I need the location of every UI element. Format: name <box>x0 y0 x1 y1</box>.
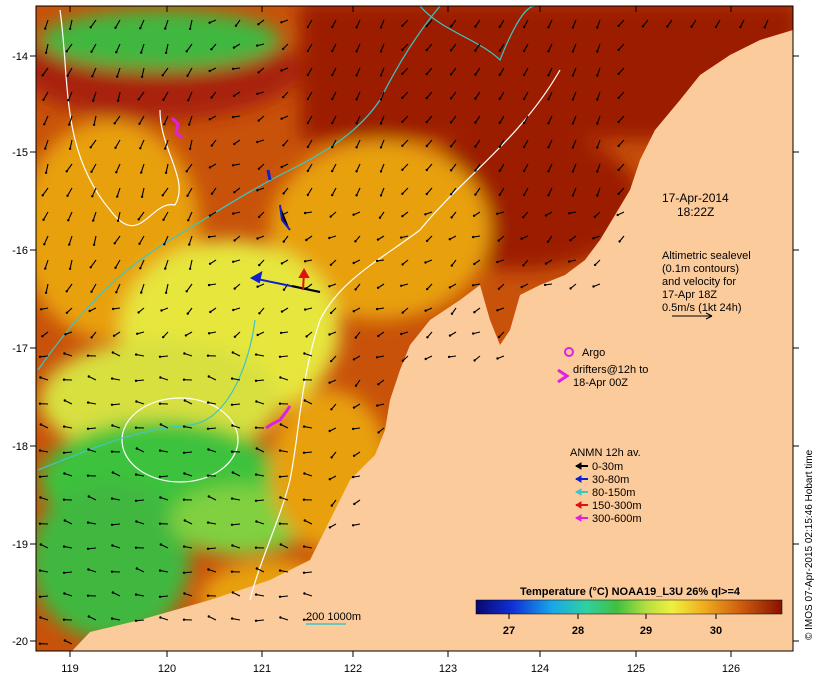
anmn-legend: ANMN 12h av. 0-30m30-80m80-150m150-300m3… <box>570 447 642 525</box>
lon-tick-label: 124 <box>531 663 549 675</box>
anmn-legend-item: 80-150m <box>575 487 635 499</box>
lon-tick-label: 126 <box>722 663 740 675</box>
argo-marker-icon <box>564 347 574 357</box>
colorbar-tick-label: 27 <box>503 625 515 637</box>
mooring-arrows <box>249 267 321 293</box>
drifters-legend: drifters@12h to 18-Apr 00Z <box>557 364 648 389</box>
svg-text:17-Apr 18Z: 17-Apr 18Z <box>662 289 717 301</box>
anmn-legend-item: 300-600m <box>575 513 642 525</box>
svg-text:(0.1m contours): (0.1m contours) <box>662 263 739 275</box>
svg-text:drifters@12h to: drifters@12h to <box>573 364 648 376</box>
lon-tick-label: 121 <box>253 663 271 675</box>
argo-legend: Argo <box>564 347 605 359</box>
plot-area <box>36 6 793 651</box>
colorbar-gradient <box>475 599 783 615</box>
land-peninsula <box>460 300 500 380</box>
colorbar-tick-label: 28 <box>572 625 584 637</box>
svg-text:and velocity for: and velocity for <box>662 276 736 288</box>
lat-tick-label: -16 <box>12 245 28 257</box>
axis-ticks: 119 120 121 122 123 124 125 126 -14 -15 -16 -17 -18 -… <box>12 6 799 675</box>
svg-text:150-300m: 150-300m <box>592 500 642 512</box>
lon-tick-label: 125 <box>627 663 645 675</box>
colorbar-tick-label: 30 <box>710 625 722 637</box>
lat-tick-label: -15 <box>12 147 28 159</box>
colorbar-tick-label: 29 <box>640 625 652 637</box>
map-date: 17-Apr-2014 <box>662 191 729 205</box>
lat-tick-label: -18 <box>12 441 28 453</box>
map-time: 18:22Z <box>677 205 714 219</box>
anmn-legend-item: 0-30m <box>575 461 623 473</box>
lat-tick-label: -19 <box>12 539 28 551</box>
colorbar-title: Temperature (°C) NOAA19_L3U 26% ql>=4 <box>520 586 741 598</box>
depth-scale-label: 200 1000m <box>306 611 361 623</box>
drifter-marker-icon <box>557 368 570 384</box>
lon-tick-label: 122 <box>344 663 362 675</box>
lon-tick-label: 119 <box>61 663 79 675</box>
svg-text:0.5m/s (1kt 24h): 0.5m/s (1kt 24h) <box>662 302 741 314</box>
credit: © IMOS 07-Apr-2015 02:15:46 Hobart time <box>804 449 815 640</box>
svg-text:Altimetric sealevel: Altimetric sealevel <box>662 250 751 262</box>
anmn-legend-item: 150-300m <box>575 500 642 512</box>
velocity-arrows <box>38 19 769 645</box>
plot-frame <box>35 5 794 652</box>
svg-text:300-600m: 300-600m <box>592 513 642 525</box>
anmn-legend-title: ANMN 12h av. <box>570 447 641 459</box>
lon-tick-label: 120 <box>158 663 176 675</box>
svg-text:30-80m: 30-80m <box>592 474 629 486</box>
drifter-tracks <box>170 116 292 430</box>
lon-tick-label: 123 <box>439 663 457 675</box>
svg-text:0-30m: 0-30m <box>592 461 623 473</box>
colorbar: Temperature (°C) NOAA19_L3U 26% ql>=4 27… <box>475 586 783 637</box>
altimetry-note: Altimetric sealevel (0.1m contours) and … <box>662 250 751 320</box>
lat-tick-label: -20 <box>12 636 28 648</box>
argo-label: Argo <box>582 347 605 359</box>
svg-text:80-150m: 80-150m <box>592 487 635 499</box>
anmn-legend-item: 30-80m <box>575 474 629 486</box>
colorbar-ticks: 27 28 29 30 <box>503 614 722 637</box>
svg-text:18-Apr 00Z: 18-Apr 00Z <box>573 377 628 389</box>
lat-tick-label: -14 <box>12 51 28 63</box>
land-mass <box>72 6 793 651</box>
sealevel-contours <box>37 6 561 601</box>
lat-tick-label: -17 <box>12 343 28 355</box>
